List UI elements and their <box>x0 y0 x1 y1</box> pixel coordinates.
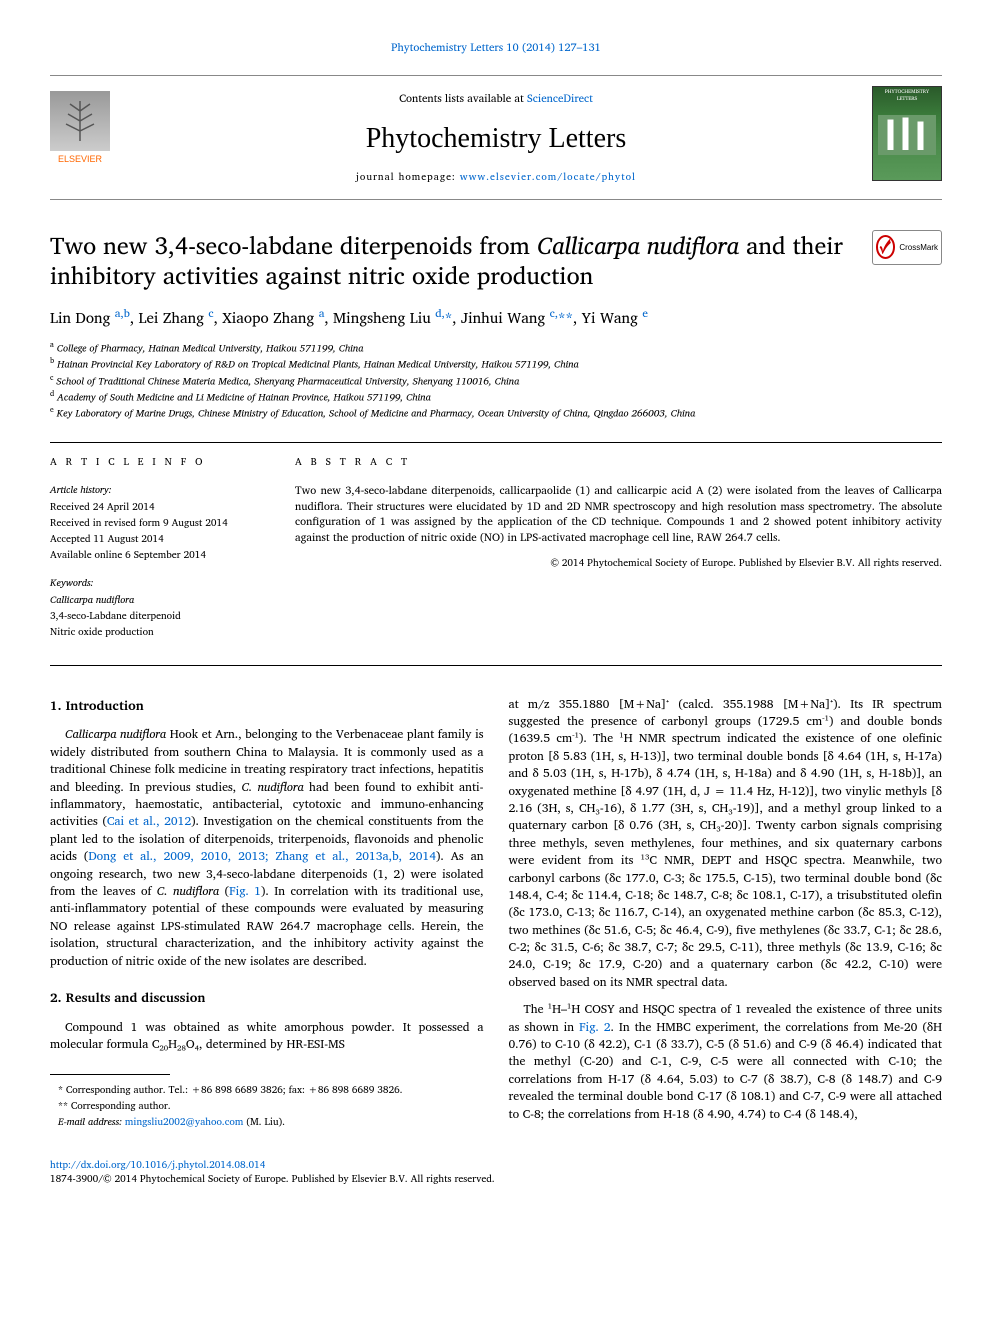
article-history: Article history: Received 24 April 2014 R… <box>50 483 255 562</box>
info-abstract-row: A R T I C L E I N F O Article history: R… <box>50 442 942 666</box>
article-title: Two new 3,4-seco-labdane diterpenoids fr… <box>50 230 942 290</box>
keyword: Callicarpa nudiflora <box>50 593 255 607</box>
issn-copyright: 1874-3900/© 2014 Phytochemical Society o… <box>50 1172 942 1186</box>
email-suffix: (M. Liu). <box>243 1114 285 1130</box>
abstract-copyright: © 2014 Phytochemical Society of Europe. … <box>295 556 942 570</box>
right-column: at m/z 355.1880 [M+Na]⁺ (calcd. 355.1988… <box>509 696 943 1133</box>
footnotes: * Corresponding author. Tel.: +86 898 66… <box>50 1083 484 1129</box>
cover-title: PHYTOCHEMISTRY LETTERS <box>873 87 941 105</box>
fig1-link[interactable]: Fig. 1 <box>229 882 261 901</box>
abstract-text: Two new 3,4-seco-labdane diterpenoids, c… <box>295 483 942 547</box>
homepage-prefix: journal homepage: <box>356 169 460 185</box>
keywords-label: Keywords: <box>50 576 255 590</box>
contents-prefix: Contents lists available at <box>399 89 527 107</box>
header-center: Contents lists available at ScienceDirec… <box>50 91 942 184</box>
page-footer: http://dx.doi.org/10.1016/j.phytol.2014.… <box>50 1158 942 1186</box>
elsevier-logo[interactable]: ELSEVIER <box>50 91 110 171</box>
homepage-line: journal homepage: www.elsevier.com/locat… <box>140 170 852 184</box>
intro-heading: 1. Introduction <box>50 696 484 715</box>
journal-issue-link[interactable]: Phytochemistry Letters 10 (2014) 127–131 <box>50 40 942 55</box>
homepage-link[interactable]: www.elsevier.com/locate/phytol <box>460 169 636 185</box>
elsevier-tree-icon <box>50 91 110 151</box>
crossmark-icon: ✓ <box>876 235 895 259</box>
history-line: Received 24 April 2014 <box>50 500 255 514</box>
journal-cover-image[interactable]: PHYTOCHEMISTRY LETTERS <box>872 86 942 181</box>
keyword: Nitric oxide production <box>50 625 255 639</box>
keywords-block: Keywords: Callicarpa nudiflora 3,4-seco-L… <box>50 576 255 639</box>
journal-header: ELSEVIER PHYTOCHEMISTRY LETTERS Contents… <box>50 75 942 200</box>
article-info: A R T I C L E I N F O Article history: R… <box>50 443 270 665</box>
email-link[interactable]: mingsliu2002@yahoo.com <box>125 1114 243 1130</box>
ref-dong-zhang[interactable]: Dong et al., 2009, 2010, 2013; Zhang et … <box>88 847 436 866</box>
contents-line: Contents lists available at ScienceDirec… <box>140 91 852 106</box>
body-columns: 1. Introduction Callicarpa nudiflora Hoo… <box>50 696 942 1133</box>
authors-line: Lin Dong a,b, Lei Zhang c, Xiaopo Zhang … <box>50 306 942 328</box>
history-line: Accepted 11 August 2014 <box>50 532 255 546</box>
corresponding-author-1: * Corresponding author. Tel.: +86 898 66… <box>50 1083 484 1097</box>
fig2-link[interactable]: Fig. 2 <box>579 1018 611 1037</box>
footnote-separator <box>50 1074 170 1075</box>
article-info-label: A R T I C L E I N F O <box>50 455 255 469</box>
intro-paragraph: Callicarpa nudiflora Hook et Arn., belon… <box>50 726 484 969</box>
history-line: Received in revised form 9 August 2014 <box>50 516 255 530</box>
corresponding-author-2: ** Corresponding author. <box>50 1099 484 1113</box>
article-header: ✓ CrossMark Two new 3,4-seco-labdane dit… <box>50 230 942 290</box>
sciencedirect-link[interactable]: ScienceDirect <box>527 89 593 107</box>
abstract: A B S T R A C T Two new 3,4-seco-labdane… <box>270 443 942 665</box>
email-label: E-mail address: <box>58 1114 125 1130</box>
ref-cai-2012[interactable]: Cai et al., 2012 <box>107 812 191 831</box>
results-paragraph-1: Compound 1 was obtained as white amorpho… <box>50 1019 484 1054</box>
crossmark-text: CrossMark <box>899 242 938 253</box>
left-column: 1. Introduction Callicarpa nudiflora Hoo… <box>50 696 484 1133</box>
elsevier-text: ELSEVIER <box>50 153 110 166</box>
keyword: 3,4-seco-Labdane diterpenoid <box>50 609 255 623</box>
email-line: E-mail address: mingsliu2002@yahoo.com (… <box>50 1115 484 1129</box>
affiliations: a College of Pharmacy, Hainan Medical Un… <box>50 340 942 422</box>
results-heading: 2. Results and discussion <box>50 988 484 1007</box>
col2-paragraph-2: The ¹H–¹H COSY and HSQC spectra of 1 rev… <box>509 1001 943 1123</box>
abstract-label: A B S T R A C T <box>295 455 942 469</box>
col2-paragraph-1: at m/z 355.1880 [M+Na]⁺ (calcd. 355.1988… <box>509 696 943 992</box>
history-line: Available online 6 September 2014 <box>50 548 255 562</box>
history-label: Article history: <box>50 483 255 497</box>
journal-name: Phytochemistry Letters <box>140 119 852 158</box>
crossmark-badge[interactable]: ✓ CrossMark <box>872 230 942 265</box>
